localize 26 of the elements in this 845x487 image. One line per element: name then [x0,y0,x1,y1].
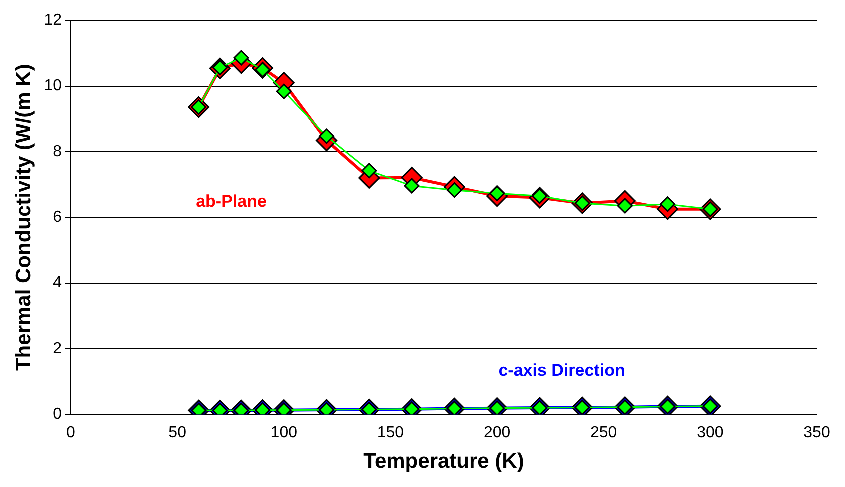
text: ab-Plane [196,192,267,211]
x-tick-label: 250 [590,424,618,442]
point [660,196,676,212]
point [362,163,378,179]
series-label: c-axis Direction [498,361,626,380]
point [617,198,633,214]
y-tick-label: 12 [44,12,62,30]
y-tick-label: 6 [53,209,62,226]
x-tick-label: 350 [804,424,830,442]
y-tick-label: 2 [53,340,62,358]
y-tick-label: 4 [53,274,62,292]
x-tick-label: 150 [377,424,404,442]
x-tick-label: 50 [168,424,187,442]
x-tick-label: 300 [697,424,724,442]
point [276,84,292,100]
y-tick-label: 8 [53,143,62,160]
point [319,128,335,144]
point [404,178,420,194]
x-axis-title: Temperature (K) [364,450,524,474]
y-tick-label: 0 [53,406,62,424]
point [234,50,250,66]
x-tick-label: 100 [270,424,298,442]
y-axis-title: Thermal Conductivity (W/(m K) [12,64,36,372]
y-tick-label: 10 [44,78,62,95]
x-tick-label: 200 [484,424,511,442]
x-tick-label: 0 [66,424,76,442]
